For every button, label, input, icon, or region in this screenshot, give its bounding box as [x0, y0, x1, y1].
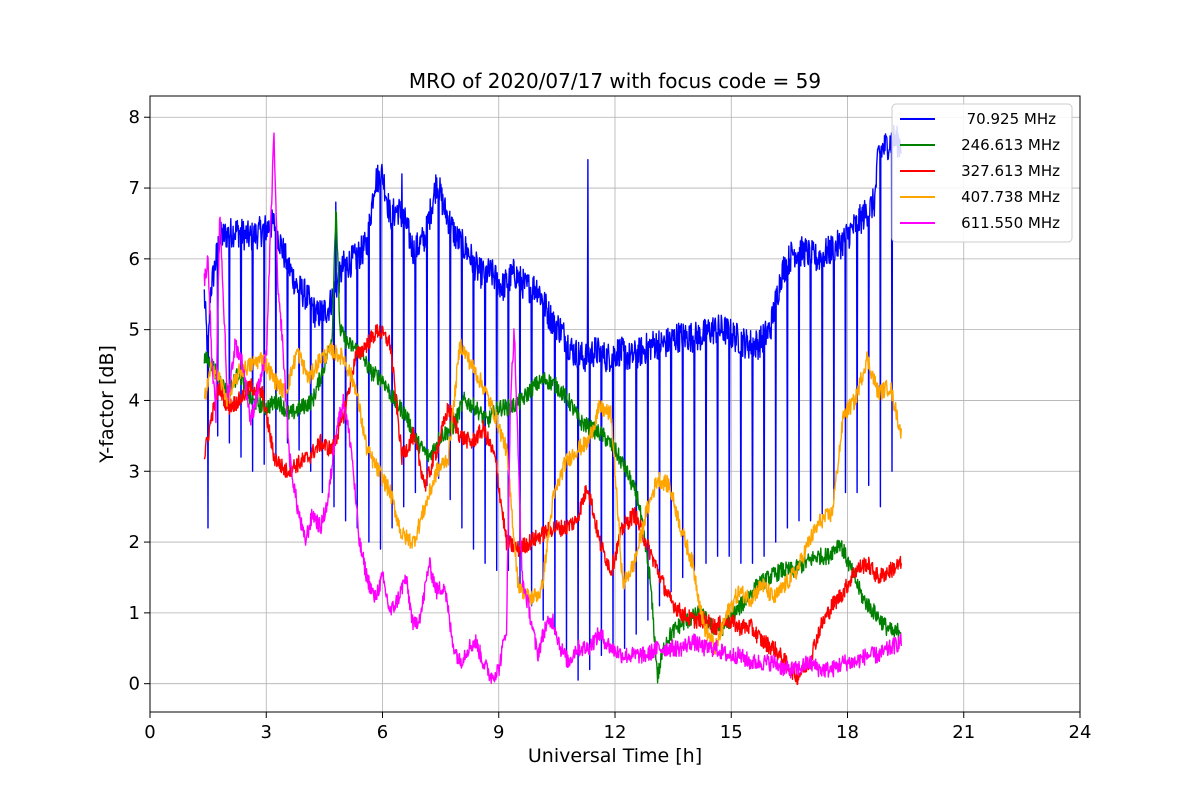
x-tick-label: 21: [952, 722, 975, 743]
y-tick-label: 5: [129, 320, 140, 341]
x-tick-label: 24: [1069, 722, 1092, 743]
y-tick-label: 3: [129, 461, 140, 482]
series-line-2: [203, 323, 902, 686]
legend-entry-4: 611.550 MHz: [900, 214, 1060, 232]
series-line-4: [203, 132, 902, 684]
legend-label-0: 70.925 MHz: [967, 110, 1056, 128]
series-line-1: [203, 210, 902, 684]
chart-title: MRO of 2020/07/17 with focus code = 59: [409, 69, 821, 93]
legend-box: [891, 103, 1073, 243]
y-tick-label: 1: [129, 603, 140, 624]
y-tick-label: 0: [129, 674, 140, 695]
x-tick-label: 9: [493, 722, 504, 743]
x-tick-label: 15: [720, 722, 743, 743]
x-tick-label: 18: [836, 722, 859, 743]
x-tick-label: 3: [261, 722, 272, 743]
legend: 70.925 MHz 246.613 MHz 327.613 MHz 407.7…: [891, 103, 1073, 243]
y-tick-label: 8: [129, 107, 140, 128]
x-axis-label: Universal Time [h]: [528, 745, 702, 767]
series-line-0: [203, 124, 902, 681]
y-axis-label: Y-factor [dB]: [96, 345, 118, 464]
y-tick-label: 4: [129, 390, 140, 411]
x-tick-label: 12: [604, 722, 627, 743]
y-tick-label: 2: [129, 532, 140, 553]
plot-layer: [203, 124, 902, 686]
x-tick-label: 6: [377, 722, 388, 743]
legend-label-1: 246.613 MHz: [961, 136, 1060, 154]
legend-label-3: 407.738 MHz: [961, 188, 1060, 206]
legend-label-2: 327.613 MHz: [961, 162, 1060, 180]
y-tick-label: 6: [129, 249, 140, 270]
x-tick-label: 0: [144, 722, 155, 743]
series-line-3: [203, 338, 902, 655]
legend-entry-0: 70.925 MHz: [900, 110, 1056, 128]
legend-entry-2: 327.613 MHz: [900, 162, 1060, 180]
legend-label-4: 611.550 MHz: [961, 214, 1060, 232]
legend-entry-1: 246.613 MHz: [900, 136, 1060, 154]
legend-entry-3: 407.738 MHz: [900, 188, 1060, 206]
y-tick-label: 7: [129, 178, 140, 199]
